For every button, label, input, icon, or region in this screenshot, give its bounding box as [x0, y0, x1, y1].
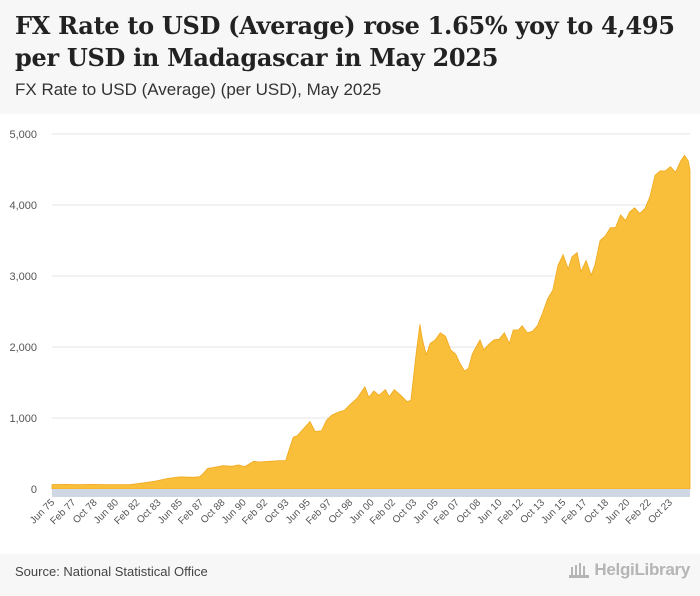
y-tick-label: 5,000 — [9, 129, 37, 141]
x-tick-label: Oct 23 — [646, 497, 675, 526]
brand-logo: HelgiLibrary — [568, 560, 690, 580]
x-axis-band — [52, 489, 690, 497]
series-area — [51, 154, 691, 490]
brand-name: HelgiLibrary — [594, 560, 690, 579]
library-icon — [569, 563, 590, 578]
y-tick-label: 1,000 — [9, 413, 37, 425]
y-tick-label: 4,000 — [9, 200, 37, 212]
source-note: Source: National Statistical Office — [15, 564, 208, 579]
chart-header: FX Rate to USD (Average) rose 1.65% yoy … — [0, 0, 700, 114]
x-tick: Oct 23 — [646, 497, 675, 526]
chart-title: FX Rate to USD (Average) rose 1.65% yoy … — [15, 11, 675, 72]
y-tick-label: 3,000 — [9, 271, 37, 283]
y-tick-label: 2,000 — [9, 342, 37, 354]
chart-subtitle: FX Rate to USD (Average) (per USD), May … — [15, 80, 382, 99]
area-series — [51, 154, 691, 490]
y-axis: 0 1,000 2,000 3,000 4,000 5,000 — [9, 129, 37, 496]
y-tick-label: 0 — [31, 484, 37, 496]
